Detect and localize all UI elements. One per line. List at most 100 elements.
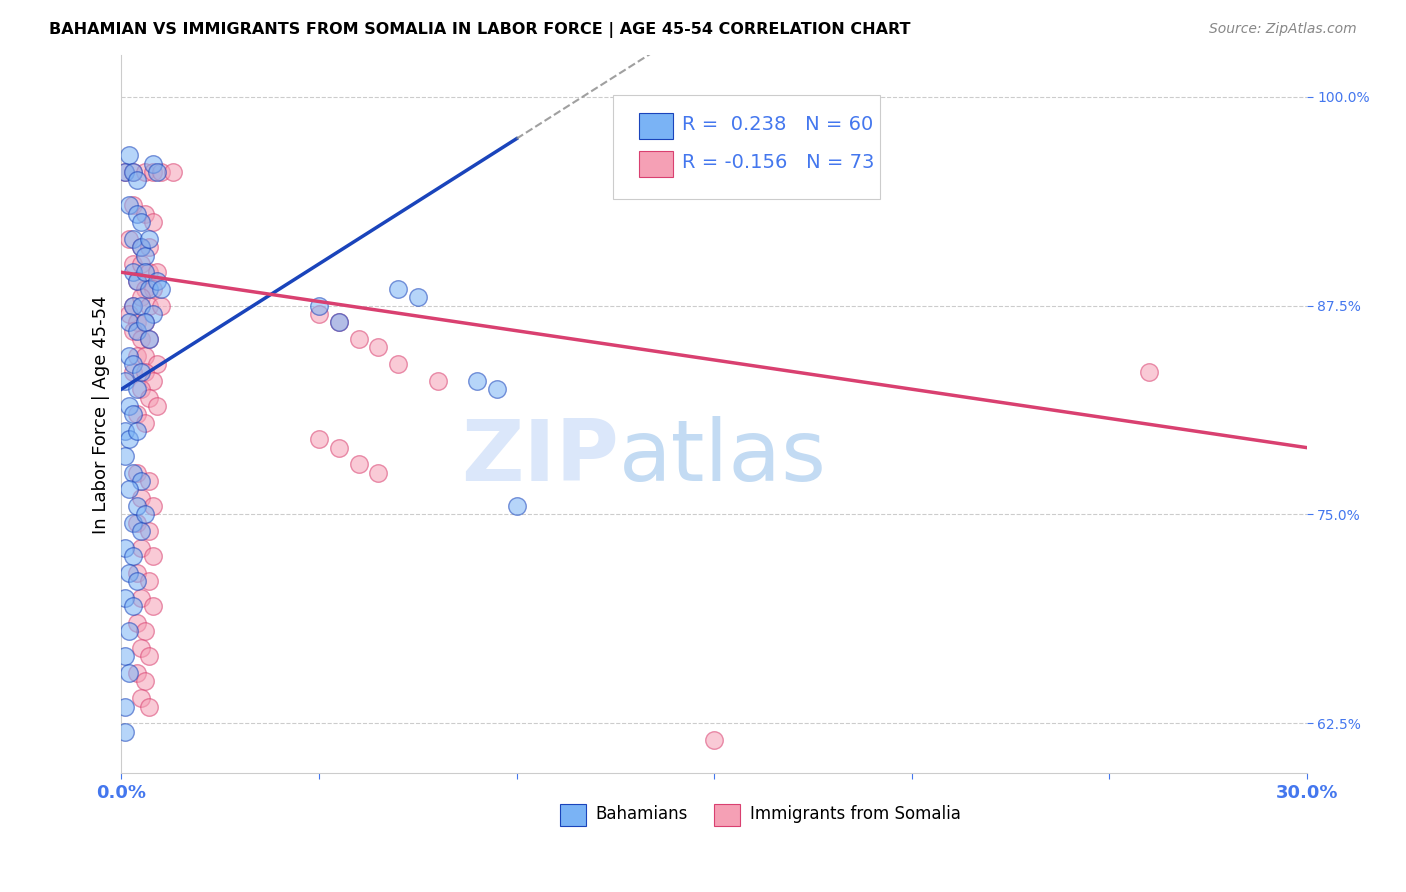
Point [122, 407, 145, 421]
Text: R =  0.238   N = 60: R = 0.238 N = 60 [682, 115, 873, 135]
Point [122, 257, 145, 271]
Point [426, 374, 449, 388]
Point [114, 374, 136, 388]
Point [127, 516, 149, 530]
Point [149, 282, 172, 296]
Point [138, 574, 160, 589]
Point [142, 374, 165, 388]
Point [114, 724, 136, 739]
Point [122, 165, 145, 179]
Point [127, 407, 149, 421]
Point [138, 299, 160, 313]
Point [149, 299, 172, 313]
Point [118, 432, 141, 446]
Point [114, 699, 136, 714]
Point [129, 382, 152, 396]
Point [308, 307, 330, 321]
Text: BAHAMIAN VS IMMIGRANTS FROM SOMALIA IN LABOR FORCE | AGE 45-54 CORRELATION CHART: BAHAMIAN VS IMMIGRANTS FROM SOMALIA IN L… [49, 22, 911, 38]
Point [146, 274, 169, 288]
Point [134, 315, 156, 329]
Point [505, 499, 527, 513]
Point [142, 215, 165, 229]
Point [138, 282, 160, 296]
Point [1137, 366, 1160, 380]
Point [129, 591, 152, 605]
Point [367, 340, 389, 354]
Point [118, 624, 141, 639]
Point [118, 307, 141, 321]
Point [127, 615, 149, 630]
Point [114, 424, 136, 438]
Point [122, 324, 145, 338]
Point [118, 399, 141, 413]
Point [129, 541, 152, 555]
Point [134, 282, 156, 296]
Point [142, 165, 165, 179]
Point [142, 282, 165, 296]
Point [703, 733, 725, 747]
Point [134, 265, 156, 279]
Point [129, 299, 152, 313]
Point [127, 566, 149, 580]
Point [118, 349, 141, 363]
Bar [640, 152, 672, 178]
Point [138, 649, 160, 664]
Text: atlas: atlas [619, 416, 827, 499]
Point [138, 332, 160, 346]
Point [122, 366, 145, 380]
Point [406, 290, 429, 304]
Point [134, 508, 156, 522]
Point [127, 274, 149, 288]
Point [129, 366, 152, 380]
Point [129, 641, 152, 656]
Text: R = -0.156   N = 73: R = -0.156 N = 73 [682, 153, 875, 172]
Point [122, 299, 145, 313]
Point [118, 198, 141, 212]
Point [142, 599, 165, 614]
Point [367, 466, 389, 480]
Point [114, 541, 136, 555]
Point [134, 249, 156, 263]
Point [146, 165, 169, 179]
Point [308, 432, 330, 446]
Point [127, 274, 149, 288]
Point [114, 449, 136, 463]
Point [129, 240, 152, 254]
Point [134, 416, 156, 430]
Y-axis label: In Labor Force | Age 45-54: In Labor Force | Age 45-54 [93, 295, 110, 533]
Point [122, 198, 145, 212]
Point [138, 699, 160, 714]
Point [134, 674, 156, 689]
Point [129, 332, 152, 346]
Point [122, 549, 145, 564]
Point [122, 466, 145, 480]
Point [114, 165, 136, 179]
Point [134, 315, 156, 329]
Point [118, 666, 141, 681]
Point [308, 299, 330, 313]
Text: Immigrants from Somalia: Immigrants from Somalia [749, 805, 960, 822]
Point [162, 165, 184, 179]
Point [142, 499, 165, 513]
Point [134, 349, 156, 363]
Point [138, 232, 160, 246]
Point [149, 165, 172, 179]
Point [142, 307, 165, 321]
Point [114, 649, 136, 664]
Point [127, 574, 149, 589]
Point [114, 165, 136, 179]
Point [129, 215, 152, 229]
Point [122, 357, 145, 371]
Point [138, 265, 160, 279]
Point [138, 474, 160, 488]
FancyBboxPatch shape [613, 95, 880, 199]
Point [387, 282, 409, 296]
Point [138, 391, 160, 405]
Point [118, 232, 141, 246]
Point [347, 332, 370, 346]
Point [127, 324, 149, 338]
Point [129, 474, 152, 488]
Point [118, 315, 141, 329]
Point [328, 441, 350, 455]
Point [127, 349, 149, 363]
